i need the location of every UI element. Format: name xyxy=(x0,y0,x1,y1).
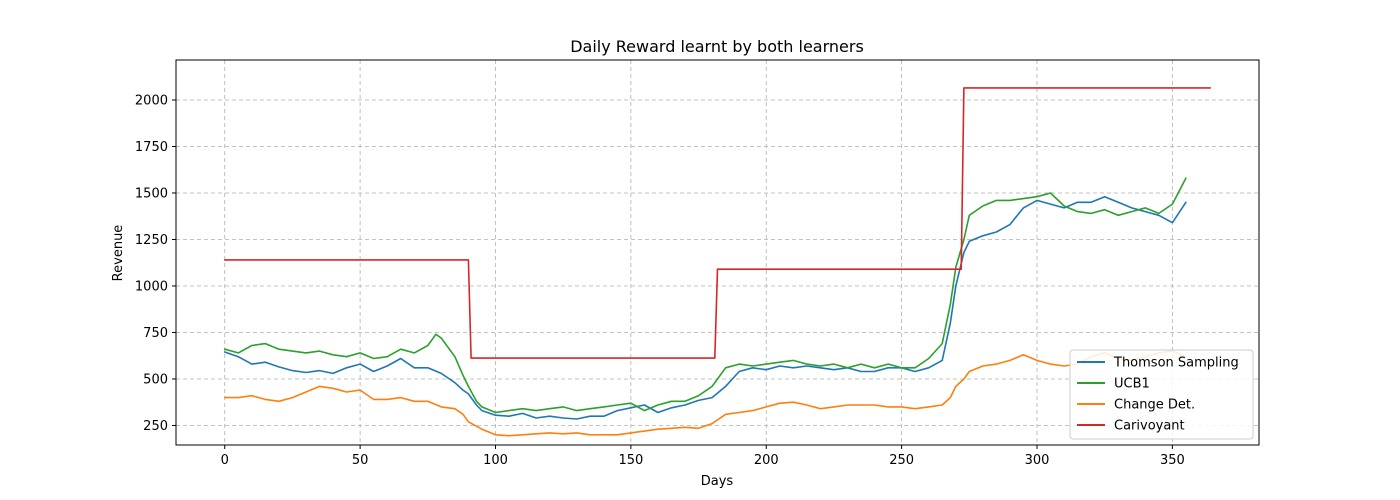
legend-label-0: Thomson Sampling xyxy=(1113,356,1239,371)
y-tick-label: 750 xyxy=(143,326,168,341)
y-axis-ticks: 250 500 750 1000 1250 1500 1750 2000 xyxy=(135,93,176,434)
legend-label-3: Carivoyant xyxy=(1114,419,1185,434)
x-tick-label: 0 xyxy=(221,453,229,468)
x-tick-label: 50 xyxy=(352,453,369,468)
series-line-2 xyxy=(223,350,1187,437)
x-tick-label: 100 xyxy=(483,453,508,468)
x-tick-label: 250 xyxy=(889,453,914,468)
plot-frame xyxy=(175,59,1260,446)
series-line-0 xyxy=(223,195,1187,420)
y-tick-label: 500 xyxy=(143,372,168,387)
y-tick-label: 1500 xyxy=(135,186,168,201)
x-tick-label: 150 xyxy=(618,453,643,468)
y-tick-label: 2000 xyxy=(135,93,168,108)
y-axis-label: Revenue xyxy=(111,225,126,282)
series-line-3 xyxy=(223,87,1212,359)
y-tick-label: 1750 xyxy=(135,140,168,155)
x-axis-ticks: 0 50 100 150 200 250 300 350 xyxy=(221,445,1185,468)
x-tick-label: 200 xyxy=(754,453,779,468)
y-tick-label: 250 xyxy=(143,419,168,434)
x-tick-label: 350 xyxy=(1160,453,1185,468)
series-lines xyxy=(223,87,1212,437)
legend-label-2: Change Det. xyxy=(1114,398,1195,413)
legend-box xyxy=(1069,349,1254,440)
x-tick-label: 300 xyxy=(1025,453,1050,468)
legend: Thomson Sampling UCB1 Change Det. Carivoyan… xyxy=(1069,349,1254,440)
y-tick-label: 1250 xyxy=(135,233,168,248)
y-tick-label: 1000 xyxy=(135,279,168,294)
legend-label-1: UCB1 xyxy=(1114,377,1150,392)
chart-title: Daily Reward learnt by both learners xyxy=(570,37,864,56)
series-line-1 xyxy=(223,177,1187,414)
x-axis-label: Days xyxy=(701,474,734,489)
